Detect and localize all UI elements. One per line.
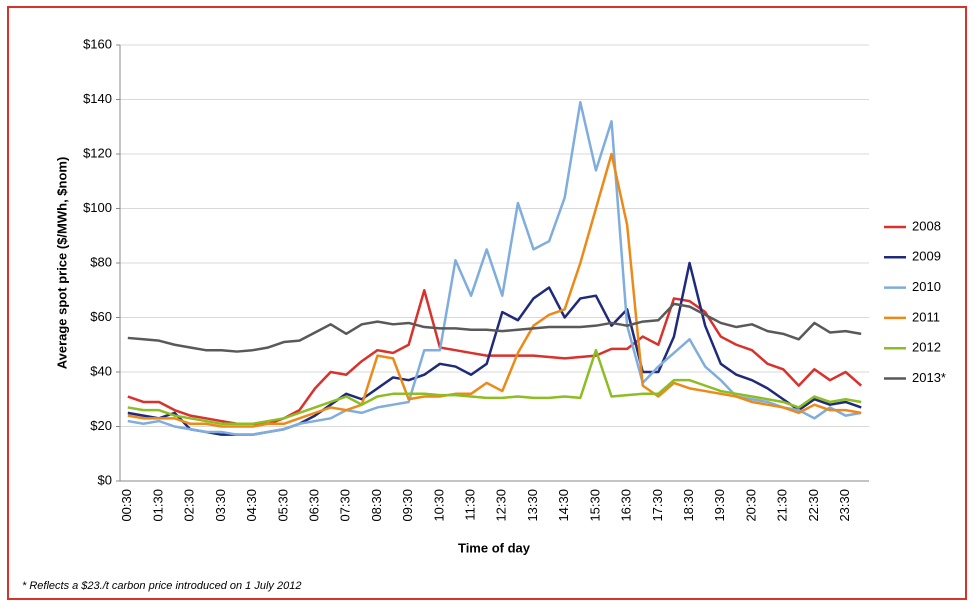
- legend-label: 2009: [912, 249, 941, 264]
- x-tick-label: 18:30: [681, 489, 696, 522]
- legend-label: 2011: [912, 309, 940, 324]
- legend-label: 2010: [912, 279, 941, 294]
- y-tick-label: $120: [83, 145, 112, 160]
- x-tick-label: 04:30: [244, 489, 259, 522]
- x-tick-label: 19:30: [712, 489, 727, 522]
- x-tick-label: 05:30: [275, 489, 290, 522]
- x-tick-label: 08:30: [369, 489, 384, 522]
- y-tick-label: $140: [83, 91, 112, 106]
- x-tick-label: 12:30: [494, 489, 509, 522]
- series-line: [127, 302, 862, 353]
- x-tick-label: 06:30: [306, 489, 321, 522]
- y-tick-label: $40: [90, 363, 112, 378]
- x-tick-label: 02:30: [182, 489, 197, 522]
- x-tick-label: 16:30: [619, 489, 634, 522]
- y-tick-label: $160: [83, 36, 112, 51]
- x-tick-label: 07:30: [338, 489, 353, 522]
- x-tick-label: 14:30: [556, 489, 571, 522]
- x-tick-label: 03:30: [213, 489, 228, 522]
- series-line: [127, 348, 862, 426]
- x-tick-label: 20:30: [743, 489, 758, 522]
- y-axis-title: Average spot price ($/MWh, $nom): [54, 157, 69, 370]
- series-line: [127, 289, 863, 426]
- x-tick-label: 23:30: [837, 489, 852, 522]
- x-tick-label: 00:30: [119, 489, 134, 522]
- x-axis-title: Time of day: [458, 540, 531, 555]
- x-tick-label: 21:30: [775, 489, 790, 522]
- series-line: [127, 152, 862, 428]
- x-tick-label: 13:30: [525, 489, 540, 522]
- x-tick-label: 17:30: [650, 489, 665, 522]
- legend-label: 2013*: [912, 370, 946, 385]
- frame: [7, 6, 967, 600]
- x-tick-label: 09:30: [400, 489, 415, 522]
- footnote: * Reflects a $23./t carbon price introdu…: [22, 580, 301, 592]
- y-tick-label: $80: [90, 254, 112, 269]
- series-line: [127, 100, 862, 436]
- x-tick-label: 11:30: [463, 489, 478, 521]
- y-tick-label: $100: [83, 200, 112, 215]
- y-tick-label: $60: [90, 309, 112, 324]
- x-tick-label: 01:30: [150, 489, 165, 522]
- y-tick-label: $20: [90, 418, 112, 433]
- x-tick-label: 15:30: [587, 489, 602, 522]
- legend-label: 2012: [912, 340, 941, 355]
- y-tick-label: $0: [98, 472, 112, 487]
- legend-label: 2008: [912, 218, 941, 233]
- x-tick-label: 22:30: [806, 489, 821, 522]
- x-tick-label: 10:30: [431, 489, 446, 522]
